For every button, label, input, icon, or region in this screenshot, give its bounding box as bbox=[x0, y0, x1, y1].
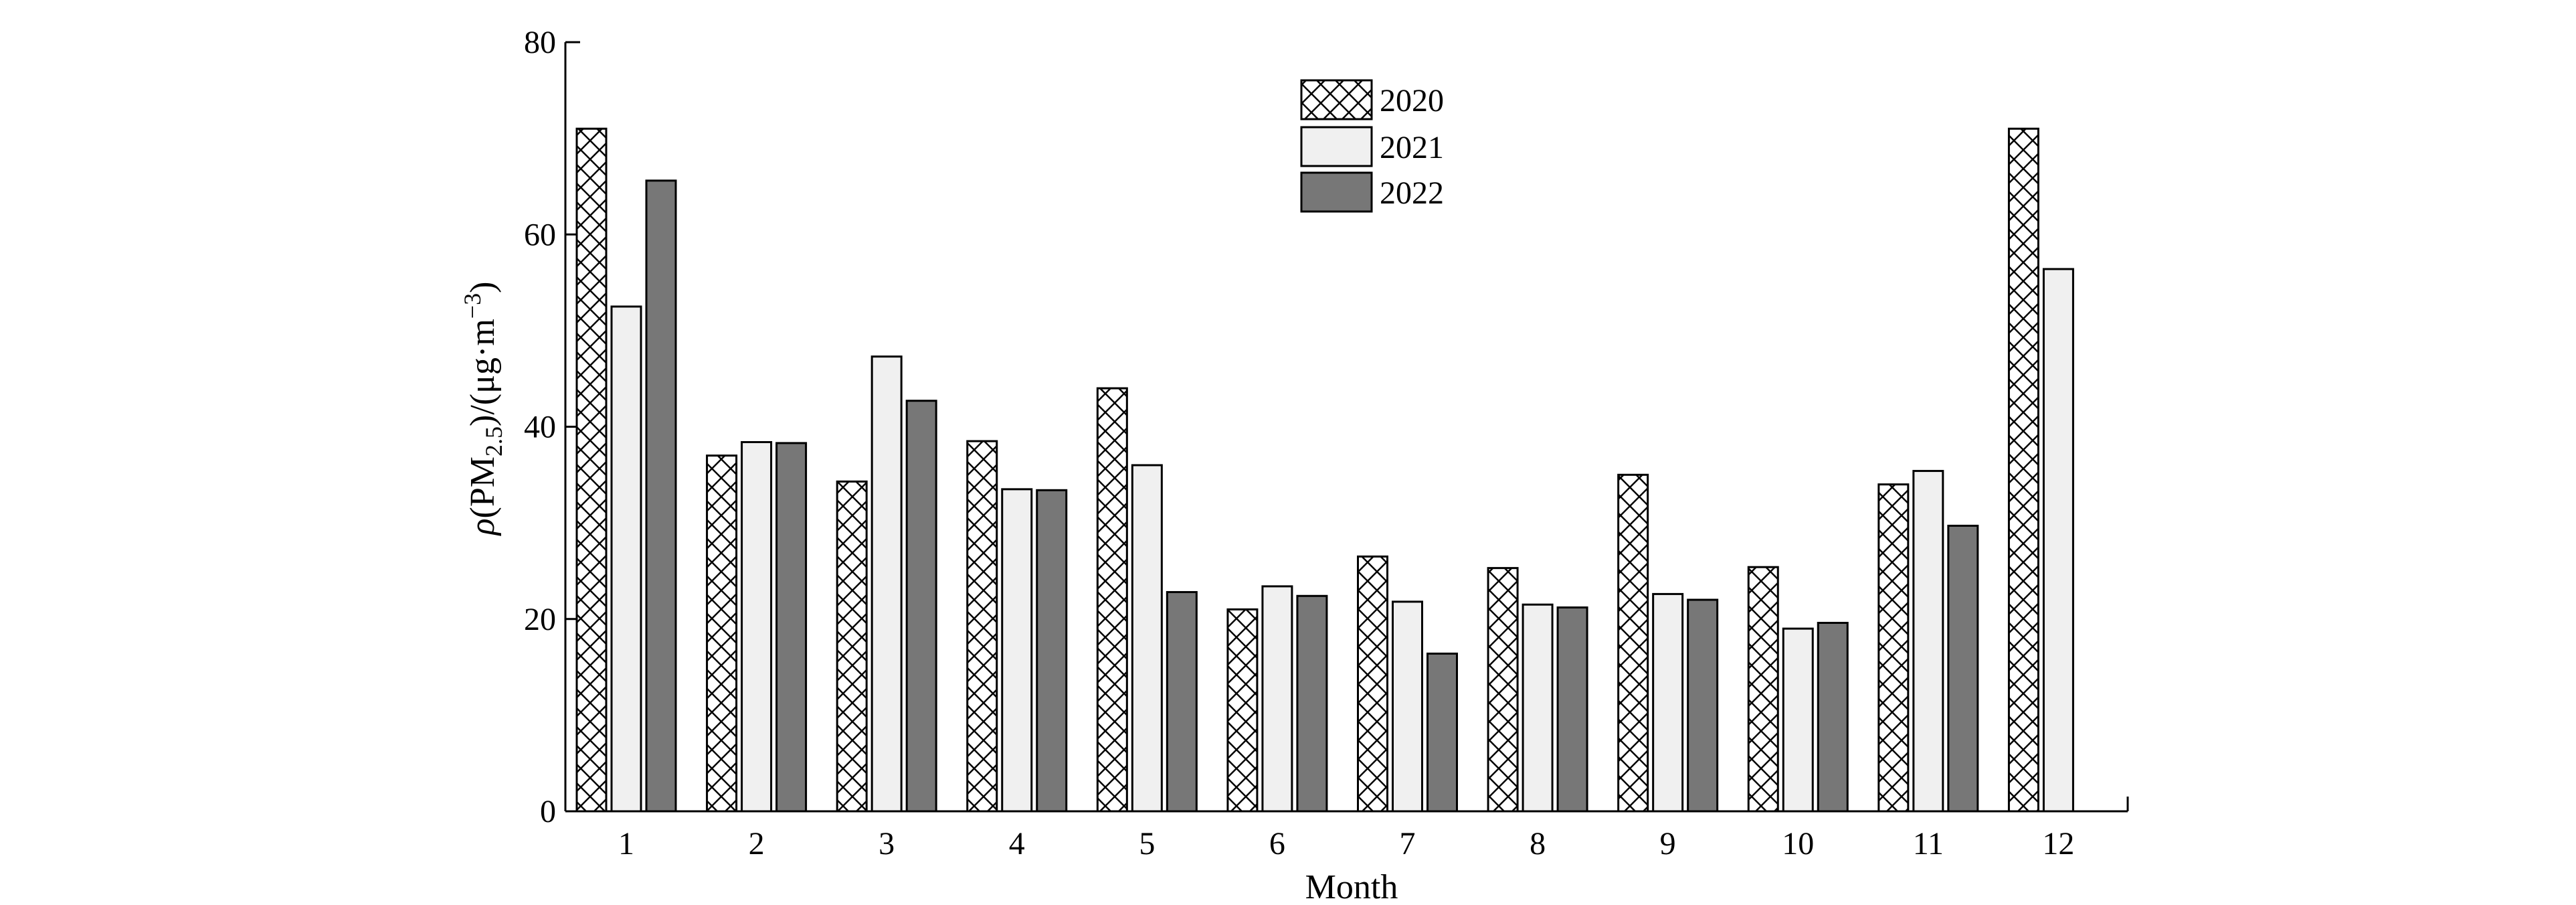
bar-2020-month-8 bbox=[1487, 567, 1519, 813]
y-axis-title-open: (PM bbox=[464, 457, 502, 518]
legend-swatch-2020 bbox=[1300, 79, 1373, 120]
y-axis-title-close: ) bbox=[464, 282, 502, 293]
bar-2021-month-7 bbox=[1392, 600, 1423, 813]
x-tick-label: 6 bbox=[1269, 826, 1285, 861]
bar-2021-month-8 bbox=[1522, 603, 1554, 813]
bar-2021-month-1 bbox=[610, 305, 642, 813]
x-tick-label: 4 bbox=[1009, 826, 1025, 861]
x-axis-title: Month bbox=[1305, 868, 1398, 905]
x-tick-label: 9 bbox=[1660, 826, 1676, 861]
bar-2020-month-10 bbox=[1747, 566, 1779, 813]
bar-2021-month-2 bbox=[741, 440, 773, 813]
y-axis-title-symbol: ρ bbox=[464, 518, 502, 536]
x-tick-label: 5 bbox=[1139, 826, 1155, 861]
bar-2022-month-2 bbox=[775, 442, 808, 813]
y-tick-label: 60 bbox=[524, 217, 556, 252]
bar-2022-month-9 bbox=[1687, 598, 1719, 813]
bar-2021-month-3 bbox=[870, 355, 903, 813]
bar-2020-month-4 bbox=[966, 440, 998, 813]
bar-2020-month-1 bbox=[575, 127, 608, 813]
y-tick-label: 40 bbox=[524, 410, 556, 445]
x-tick-label: 2 bbox=[749, 826, 765, 861]
bar-2021-month-6 bbox=[1261, 585, 1293, 813]
bar-2020-month-3 bbox=[836, 480, 868, 813]
bar-2022-month-7 bbox=[1427, 652, 1458, 813]
legend-label-2020: 2020 bbox=[1380, 83, 1444, 118]
bar-2021-month-9 bbox=[1652, 592, 1684, 813]
legend-label-2022: 2022 bbox=[1380, 175, 1444, 211]
bar-2020-month-11 bbox=[1877, 483, 1910, 813]
bar-2021-month-5 bbox=[1131, 464, 1163, 813]
bar-2021-month-10 bbox=[1782, 627, 1814, 813]
bar-2020-month-6 bbox=[1226, 608, 1259, 813]
legend-label-2021: 2021 bbox=[1380, 130, 1444, 165]
y-tick-label: 20 bbox=[524, 602, 556, 637]
x-tick-label: 11 bbox=[1913, 826, 1944, 861]
x-tick-label: 7 bbox=[1400, 826, 1416, 861]
bar-2020-month-7 bbox=[1357, 555, 1388, 813]
bar-2020-month-2 bbox=[706, 455, 738, 813]
bar-2022-month-1 bbox=[645, 179, 677, 813]
bar-2022-month-3 bbox=[905, 400, 937, 813]
legend-swatch-2021 bbox=[1300, 126, 1373, 167]
bar-2021-month-11 bbox=[1912, 470, 1944, 813]
bar-2021-month-4 bbox=[1001, 488, 1033, 813]
x-tick-label: 8 bbox=[1530, 826, 1546, 861]
bar-2022-month-5 bbox=[1166, 591, 1198, 813]
y-tick-label: 80 bbox=[524, 25, 556, 60]
x-tick-label: 1 bbox=[618, 826, 634, 861]
x-tick-label: 3 bbox=[879, 826, 895, 861]
x-tick-label: 10 bbox=[1782, 826, 1814, 861]
bar-2022-month-10 bbox=[1817, 621, 1849, 813]
legend: 2020 2021 2022 bbox=[1300, 79, 1444, 213]
x-tick-label: 12 bbox=[2042, 826, 2074, 861]
bar-2022-month-4 bbox=[1036, 489, 1068, 813]
y-tick-label: 0 bbox=[540, 794, 556, 829]
bar-2020-month-12 bbox=[2007, 127, 2039, 813]
bar-2020-month-9 bbox=[1617, 473, 1649, 813]
legend-swatch-2022 bbox=[1300, 171, 1373, 213]
bar-2022-month-11 bbox=[1947, 524, 1979, 813]
y-axis-title-subscript: 2.5 bbox=[480, 426, 507, 457]
bar-2022-month-8 bbox=[1556, 606, 1588, 813]
bar-2020-month-5 bbox=[1096, 387, 1128, 813]
bar-2022-month-6 bbox=[1296, 594, 1328, 813]
y-axis-title: ρ(PM2.5)/(μg·m−3) bbox=[459, 282, 507, 537]
y-axis-title-superscript: −3 bbox=[459, 293, 486, 319]
y-axis-title-middle: )/(μg·m bbox=[464, 319, 502, 426]
bar-2021-month-12 bbox=[2042, 268, 2074, 813]
